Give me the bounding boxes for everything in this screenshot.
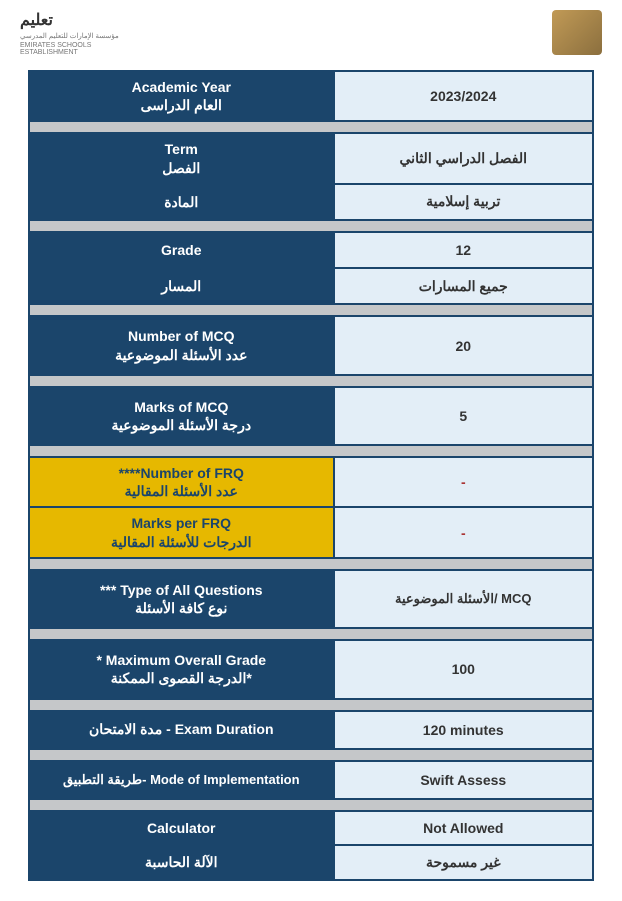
- calculator-value-en: Not Allowed: [334, 811, 593, 845]
- spacer: [29, 699, 593, 711]
- exam-info-table: Academic Year العام الدراسى 2023/2024 Te…: [0, 70, 622, 901]
- type-q-label: *** Type of All Questions نوع كافة الأسئ…: [29, 570, 334, 628]
- spacer: [29, 558, 593, 570]
- left-logo: تعليم مؤسسة الإمارات للتعليم المدرسي EMI…: [20, 10, 120, 60]
- marks-mcq-value: 5: [334, 387, 593, 445]
- max-grade-label: * Maximum Overall Grade *الدرجة القصوى ا…: [29, 640, 334, 698]
- calculator-label-en: Calculator: [29, 811, 334, 845]
- stream-value: جميع المسارات: [334, 268, 593, 304]
- duration-value: 120 minutes: [334, 711, 593, 749]
- stream-label: المسار: [29, 268, 334, 304]
- mode-value: Swift Assess: [334, 761, 593, 799]
- term-label: Term الفصل: [29, 133, 334, 183]
- max-grade-value: 100: [334, 640, 593, 698]
- num-frq-value: -: [334, 457, 593, 507]
- num-frq-label: ****Number of FRQ عدد الأسئلة المقالية: [29, 457, 334, 507]
- grade-value: 12: [334, 232, 593, 268]
- spacer: [29, 220, 593, 232]
- right-emblem: [552, 10, 602, 55]
- marks-frq-label: Marks per FRQ الدرجات للأسئلة المقالية: [29, 507, 334, 557]
- spacer: [29, 445, 593, 457]
- left-logo-sub-en: EMIRATES SCHOOLS ESTABLISHMENT: [20, 42, 120, 56]
- marks-frq-value: -: [334, 507, 593, 557]
- type-q-value: الأسئلة الموضوعية/ MCQ: [334, 570, 593, 628]
- academic-year-value: 2023/2024: [334, 71, 593, 121]
- academic-year-label: Academic Year العام الدراسى: [29, 71, 334, 121]
- calculator-label-ar: الآلة الحاسبة: [29, 845, 334, 880]
- spacer: [29, 375, 593, 387]
- spacer: [29, 628, 593, 640]
- subject-value: تربية إسلامية: [334, 184, 593, 220]
- page-header: تعليم مؤسسة الإمارات للتعليم المدرسي EMI…: [0, 0, 622, 70]
- spacer: [29, 749, 593, 761]
- mode-label: طريقة التطبيق- Mode of Implementation: [29, 761, 334, 799]
- num-mcq-label: Number of MCQ عدد الأسئلة الموضوعية: [29, 316, 334, 374]
- num-mcq-value: 20: [334, 316, 593, 374]
- left-logo-sub-ar: مؤسسة الإمارات للتعليم المدرسي: [20, 32, 119, 40]
- grade-label: Grade: [29, 232, 334, 268]
- term-value: الفصل الدراسي الثاني: [334, 133, 593, 183]
- duration-label: مدة الامتحان - Exam Duration: [29, 711, 334, 749]
- marks-mcq-label: Marks of MCQ درجة الأسئلة الموضوعية: [29, 387, 334, 445]
- calculator-value-ar: غير مسموحة: [334, 845, 593, 880]
- left-logo-arabic: تعليم: [20, 10, 53, 30]
- spacer: [29, 799, 593, 811]
- spacer: [29, 121, 593, 133]
- spacer: [29, 304, 593, 316]
- subject-label: المادة: [29, 184, 334, 220]
